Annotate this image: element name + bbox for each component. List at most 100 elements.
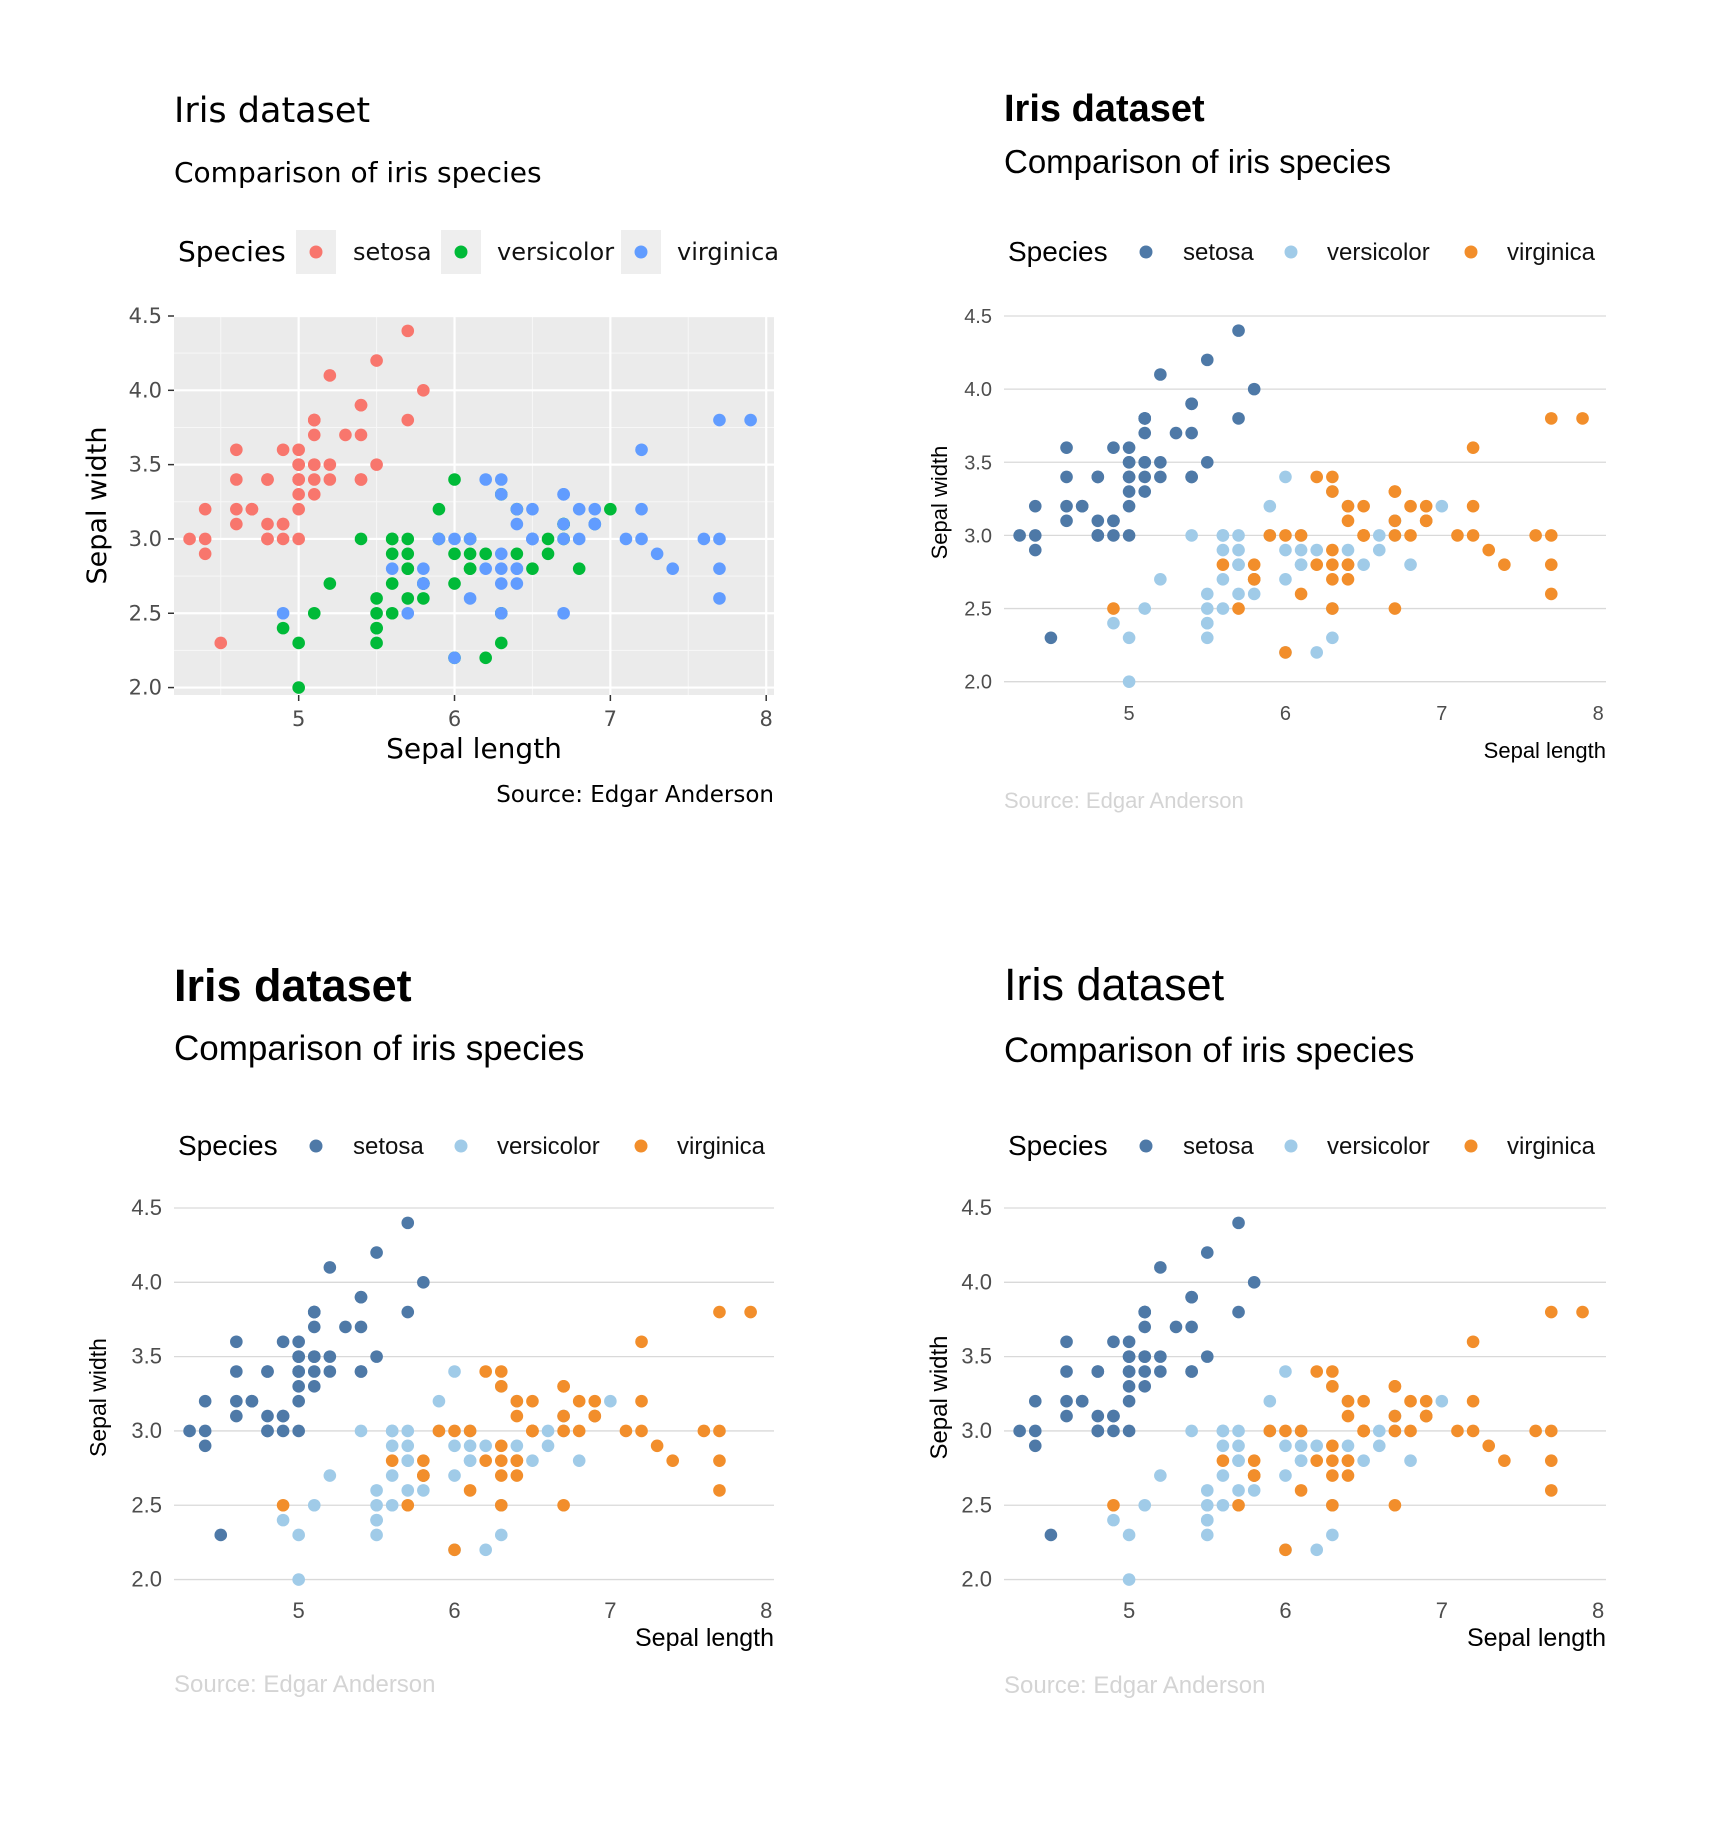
point-versicolor — [1216, 543, 1230, 557]
point-versicolor — [385, 1498, 399, 1512]
point-setosa — [276, 1335, 290, 1349]
y-tick-label: 4.5 — [129, 304, 162, 328]
point-virginica — [494, 1498, 508, 1512]
point-setosa — [183, 532, 196, 546]
legend-title: Species — [178, 1130, 278, 1161]
point-virginica — [510, 517, 524, 531]
point-versicolor — [401, 1439, 415, 1453]
point-setosa — [307, 1305, 321, 1319]
point-virginica — [1544, 558, 1558, 571]
point-virginica — [1232, 1498, 1245, 1512]
y-tick-label: 2.0 — [961, 1567, 992, 1592]
point-setosa — [370, 1350, 383, 1363]
point-versicolor — [1107, 1513, 1120, 1527]
point-versicolor — [604, 502, 617, 516]
point-virginica — [1419, 1409, 1433, 1423]
point-virginica — [588, 517, 602, 531]
point-virginica — [1388, 529, 1402, 542]
point-versicolor — [385, 1469, 399, 1482]
chart-caption: Source: Edgar Anderson — [174, 1671, 436, 1698]
point-virginica — [1326, 602, 1339, 615]
point-setosa — [323, 1365, 337, 1378]
point-versicolor — [448, 547, 461, 561]
point-virginica — [1357, 1394, 1370, 1408]
x-tick-label: 7 — [604, 1598, 616, 1623]
point-virginica — [463, 532, 477, 546]
point-setosa — [1138, 426, 1152, 440]
legend-title: Species — [1008, 236, 1108, 267]
point-versicolor — [1216, 1469, 1230, 1482]
point-virginica — [1357, 1424, 1370, 1438]
legend-label-versicolor: versicolor — [497, 1133, 600, 1160]
point-versicolor — [1326, 1528, 1339, 1542]
y-tick-label: 4.5 — [131, 1195, 162, 1220]
point-versicolor — [1185, 529, 1198, 542]
point-versicolor — [448, 473, 461, 486]
point-versicolor — [479, 1439, 492, 1453]
point-versicolor — [1294, 1454, 1308, 1467]
point-setosa — [1138, 1305, 1152, 1319]
point-versicolor — [401, 532, 415, 546]
legend-key-setosa — [1139, 1139, 1153, 1153]
point-versicolor — [417, 592, 430, 605]
point-versicolor — [1263, 1394, 1277, 1408]
point-setosa — [1185, 1365, 1198, 1378]
point-virginica — [1310, 558, 1324, 571]
point-setosa — [198, 502, 212, 516]
point-virginica — [619, 1424, 633, 1438]
point-setosa — [1122, 499, 1136, 513]
point-virginica — [697, 1424, 711, 1438]
x-tick-label: 6 — [448, 1598, 460, 1623]
legend-key-versicolor — [1284, 245, 1298, 259]
point-versicolor — [401, 1484, 415, 1497]
point-setosa — [1060, 470, 1073, 484]
point-setosa — [1122, 1335, 1136, 1349]
point-versicolor — [463, 547, 477, 561]
point-virginica — [1326, 485, 1339, 498]
point-setosa — [1169, 426, 1183, 440]
point-setosa — [1122, 485, 1136, 498]
point-virginica — [713, 413, 726, 427]
point-virginica — [526, 1394, 539, 1408]
point-setosa — [198, 547, 212, 561]
point-virginica — [557, 1409, 570, 1423]
point-virginica — [526, 532, 539, 546]
point-setosa — [1185, 1320, 1198, 1334]
point-setosa — [307, 1320, 321, 1334]
point-versicolor — [1232, 1484, 1245, 1497]
point-versicolor — [417, 1484, 430, 1497]
point-virginica — [1310, 1365, 1324, 1378]
point-setosa — [292, 1350, 305, 1363]
point-setosa — [1044, 631, 1058, 645]
chart-subtitle: Comparison of iris species — [1004, 143, 1391, 180]
point-setosa — [307, 458, 321, 471]
point-virginica — [494, 547, 508, 561]
point-setosa — [230, 1394, 243, 1408]
point-versicolor — [432, 502, 446, 516]
legend-key-versicolor — [454, 1139, 468, 1153]
point-setosa — [417, 384, 430, 397]
point-setosa — [1232, 412, 1245, 425]
y-tick-label: 3.0 — [961, 1418, 992, 1443]
point-versicolor — [1247, 587, 1261, 601]
point-virginica — [1294, 1424, 1308, 1438]
point-virginica — [417, 562, 430, 575]
point-virginica — [666, 1454, 680, 1467]
point-virginica — [1529, 529, 1542, 542]
y-tick-label: 4.5 — [961, 1195, 992, 1220]
x-tick-label: 5 — [1123, 1598, 1135, 1623]
point-versicolor — [1200, 1484, 1214, 1497]
point-virginica — [1294, 529, 1308, 542]
point-versicolor — [385, 606, 399, 620]
point-setosa — [1154, 1350, 1167, 1363]
point-setosa — [1028, 543, 1042, 557]
legend-key-virginica — [1464, 245, 1478, 259]
point-setosa — [276, 1424, 290, 1438]
point-virginica — [1576, 1305, 1589, 1319]
point-versicolor — [526, 562, 539, 575]
point-virginica — [494, 488, 508, 501]
point-virginica — [666, 562, 680, 575]
point-setosa — [354, 1290, 368, 1304]
point-virginica — [572, 532, 586, 546]
point-virginica — [526, 1424, 539, 1438]
